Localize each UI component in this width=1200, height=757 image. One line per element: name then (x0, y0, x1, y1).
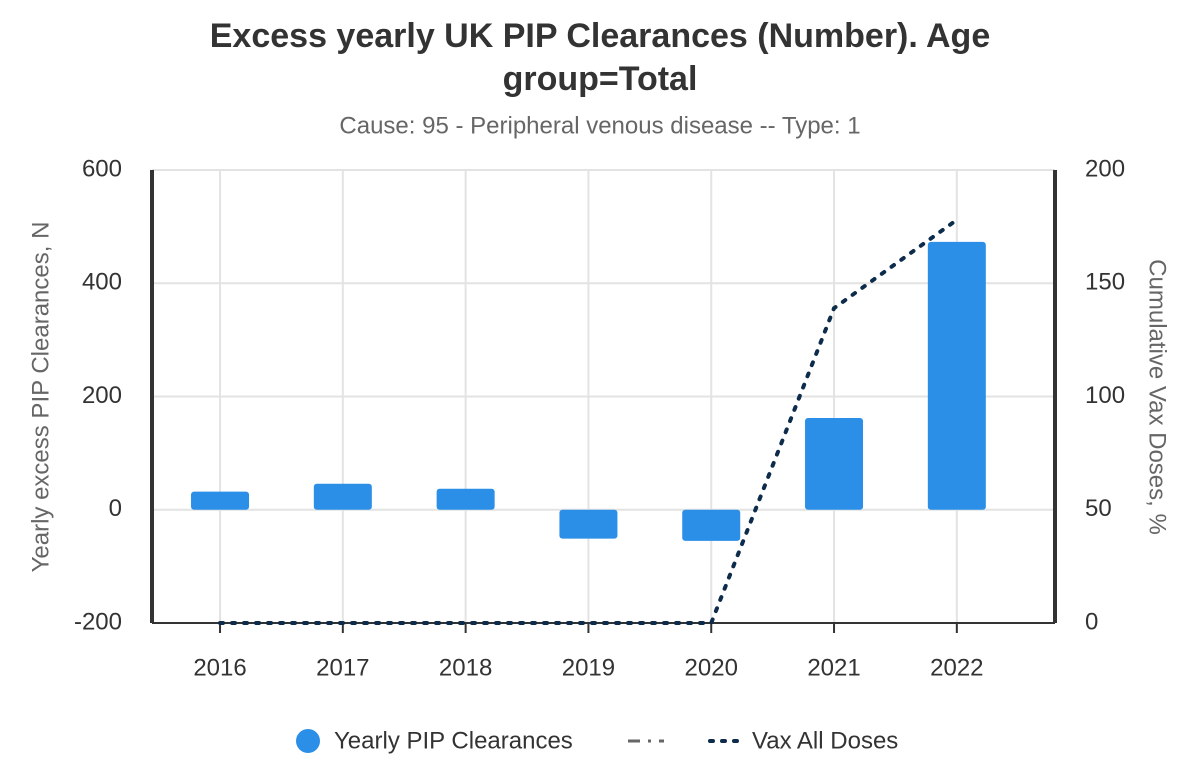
bar (313, 483, 372, 510)
y2-tick-label: 150 (1085, 269, 1125, 296)
y-tick-label: -200 (74, 608, 122, 635)
legend-marker (296, 729, 320, 753)
chart-title: Excess yearly UK PIP Clearances (Number)… (210, 17, 991, 55)
y2-tick-label: 100 (1085, 382, 1125, 409)
bar (191, 491, 250, 510)
bar (559, 509, 618, 539)
y-tick-label: 200 (82, 382, 122, 409)
y-axis-title: Yearly excess PIP Clearances, N (27, 222, 54, 573)
line (218, 217, 959, 625)
y2-tick-label: 200 (1085, 155, 1125, 182)
x-tick-label: 2016 (193, 654, 246, 681)
y-tick-label: 400 (82, 269, 122, 296)
x-tick-label: 2017 (316, 654, 369, 681)
y2-tick-label: 0 (1085, 608, 1098, 635)
bar (436, 488, 495, 510)
x-tick-label: 2019 (562, 654, 615, 681)
x-tick-label: 2018 (439, 654, 492, 681)
legend-label: Vax All Doses (752, 727, 898, 754)
y2-axis-title: Cumulative Vax Doses, % (1144, 259, 1171, 535)
chart-title: group=Total (503, 60, 698, 98)
bar (805, 418, 864, 510)
x-tick-label: 2021 (807, 654, 860, 681)
bar (927, 241, 986, 510)
y-tick-label: 0 (109, 495, 122, 522)
bar (682, 509, 741, 541)
y2-tick-label: 50 (1085, 495, 1112, 522)
y-tick-label: 600 (82, 155, 122, 182)
legend-label: Yearly PIP Clearances (334, 727, 573, 754)
chart-subtitle: Cause: 95 - Peripheral venous disease --… (339, 112, 860, 139)
x-tick-label: 2022 (930, 654, 983, 681)
x-tick-label: 2020 (685, 654, 738, 681)
